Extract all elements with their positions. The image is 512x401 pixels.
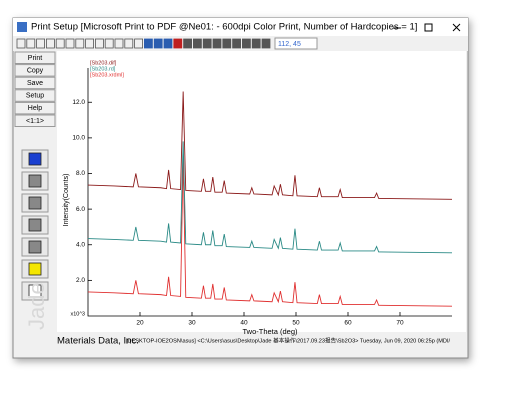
sidebar-button[interactable]: Help: [14, 101, 56, 115]
button-face[interactable]: [14, 76, 56, 90]
tool-icon[interactable]: [124, 38, 134, 49]
tool-icon[interactable]: [55, 38, 65, 49]
tool-icon[interactable]: [232, 38, 242, 49]
toolbar: [13, 36, 468, 51]
y-tick-label: 6.0: [76, 206, 85, 213]
button-label[interactable]: <1:1>: [26, 118, 44, 125]
maximize[interactable]: [424, 23, 433, 32]
x-tick-label: 20: [136, 320, 144, 327]
tool-icon[interactable]: [16, 38, 26, 49]
y-tick-label: 4.0: [76, 241, 85, 248]
tool-icon[interactable]: [261, 38, 271, 49]
y-multiplier: x10^3: [70, 311, 85, 317]
icon-glyph[interactable]: [28, 174, 42, 188]
button-face[interactable]: [14, 89, 56, 102]
y-tick-label: 8.0: [76, 170, 85, 177]
sidebar-button[interactable]: Save: [14, 76, 56, 90]
tool-icon[interactable]: [202, 38, 212, 49]
x-tick-label: 40: [240, 320, 248, 327]
tool-icon[interactable]: [163, 38, 173, 49]
window-title: Print Setup [Microsoft Print to PDF @Ne0…: [31, 22, 417, 33]
sidebar-button[interactable]: Copy: [14, 64, 56, 77]
series-line: [87, 141, 453, 254]
tool-icon[interactable]: [95, 38, 104, 49]
tool-icon[interactable]: [192, 38, 202, 49]
button-label[interactable]: Help: [28, 105, 43, 112]
tool-icon[interactable]: [46, 38, 55, 49]
x-tick-label: 30: [188, 320, 196, 327]
company: Materials Data, Inc.: [57, 336, 139, 347]
x-axis-title: Two-Theta (deg): [242, 327, 298, 336]
tool-icon[interactable]: [251, 38, 261, 49]
series-line: [87, 91, 453, 200]
legend-entry: [Sb203.rd]: [90, 66, 116, 72]
icon-glyph[interactable]: [28, 262, 42, 276]
close[interactable]: [452, 23, 461, 32]
button-face[interactable]: [14, 51, 56, 64]
icon-glyph[interactable]: [28, 240, 42, 254]
window-controls[interactable]: [393, 23, 461, 32]
series-line: [87, 159, 453, 307]
chart-area: [57, 51, 466, 332]
sidebar-button[interactable]: Print: [14, 51, 56, 64]
x-tick-label: 50: [292, 320, 300, 327]
coords-box: [274, 37, 318, 50]
chart: 20 30 40 50 60 70 2.0 4.0 6.0 8.0 10.0 12.0 x10^3 Two…: [63, 60, 453, 336]
tool-icon[interactable]: [153, 38, 163, 49]
x-tick-label: 60: [344, 320, 352, 327]
tool-icon[interactable]: [65, 38, 75, 49]
icon-glyph[interactable]: [28, 284, 42, 298]
icon-glyph[interactable]: [28, 218, 42, 232]
button-label[interactable]: Save: [27, 80, 43, 87]
button-label[interactable]: Copy: [27, 67, 44, 74]
button-label[interactable]: Setup: [26, 93, 44, 100]
y-tick-label: 10.0: [72, 135, 85, 142]
tool-icon[interactable]: [26, 38, 36, 49]
y-tick-label: 12.0: [72, 99, 85, 106]
sidebar-button[interactable]: Setup: [14, 89, 56, 102]
tool-icon[interactable]: [222, 38, 232, 49]
button-label[interactable]: Print: [28, 55, 42, 62]
icon-glyph[interactable]: [28, 196, 42, 210]
tool-icon[interactable]: [104, 38, 114, 49]
tool-icon[interactable]: [241, 38, 251, 49]
y-axis-title: Intensity(Counts): [63, 174, 70, 227]
button-face[interactable]: [14, 114, 56, 127]
sidebar: Print Copy Save Setup Help <1:1>: [14, 51, 56, 301]
x-tick-label: 70: [396, 320, 404, 327]
tool-icon[interactable]: [114, 38, 124, 49]
button-face[interactable]: [14, 101, 56, 115]
tool-icon[interactable]: [134, 38, 144, 49]
tool-icon[interactable]: [173, 38, 183, 49]
legend-entry: [Sb203.xrdml]: [90, 72, 124, 78]
watermark: Jade: [24, 282, 49, 330]
tool-icon[interactable]: [143, 38, 153, 49]
sidebar-button[interactable]: <1:1>: [14, 114, 56, 127]
tool-icon[interactable]: [212, 38, 222, 49]
tool-icon[interactable]: [75, 38, 85, 49]
axes: [87, 68, 452, 317]
app-icon: [17, 22, 27, 32]
tool-icon[interactable]: [183, 38, 193, 49]
button-face[interactable]: [14, 64, 56, 77]
status-line: [DESKTOP-IOE2OSN\asus] <C:\Users\asus\De…: [126, 336, 451, 344]
title-bar: [13, 18, 468, 36]
legend-entry: [Sb203.dif]: [90, 60, 117, 66]
icon-glyph[interactable]: [28, 152, 42, 166]
y-tick-label: 2.0: [76, 277, 85, 284]
tool-icon[interactable]: [36, 38, 45, 49]
tool-icon[interactable]: [85, 38, 94, 49]
coords: 112, 45: [278, 41, 301, 48]
